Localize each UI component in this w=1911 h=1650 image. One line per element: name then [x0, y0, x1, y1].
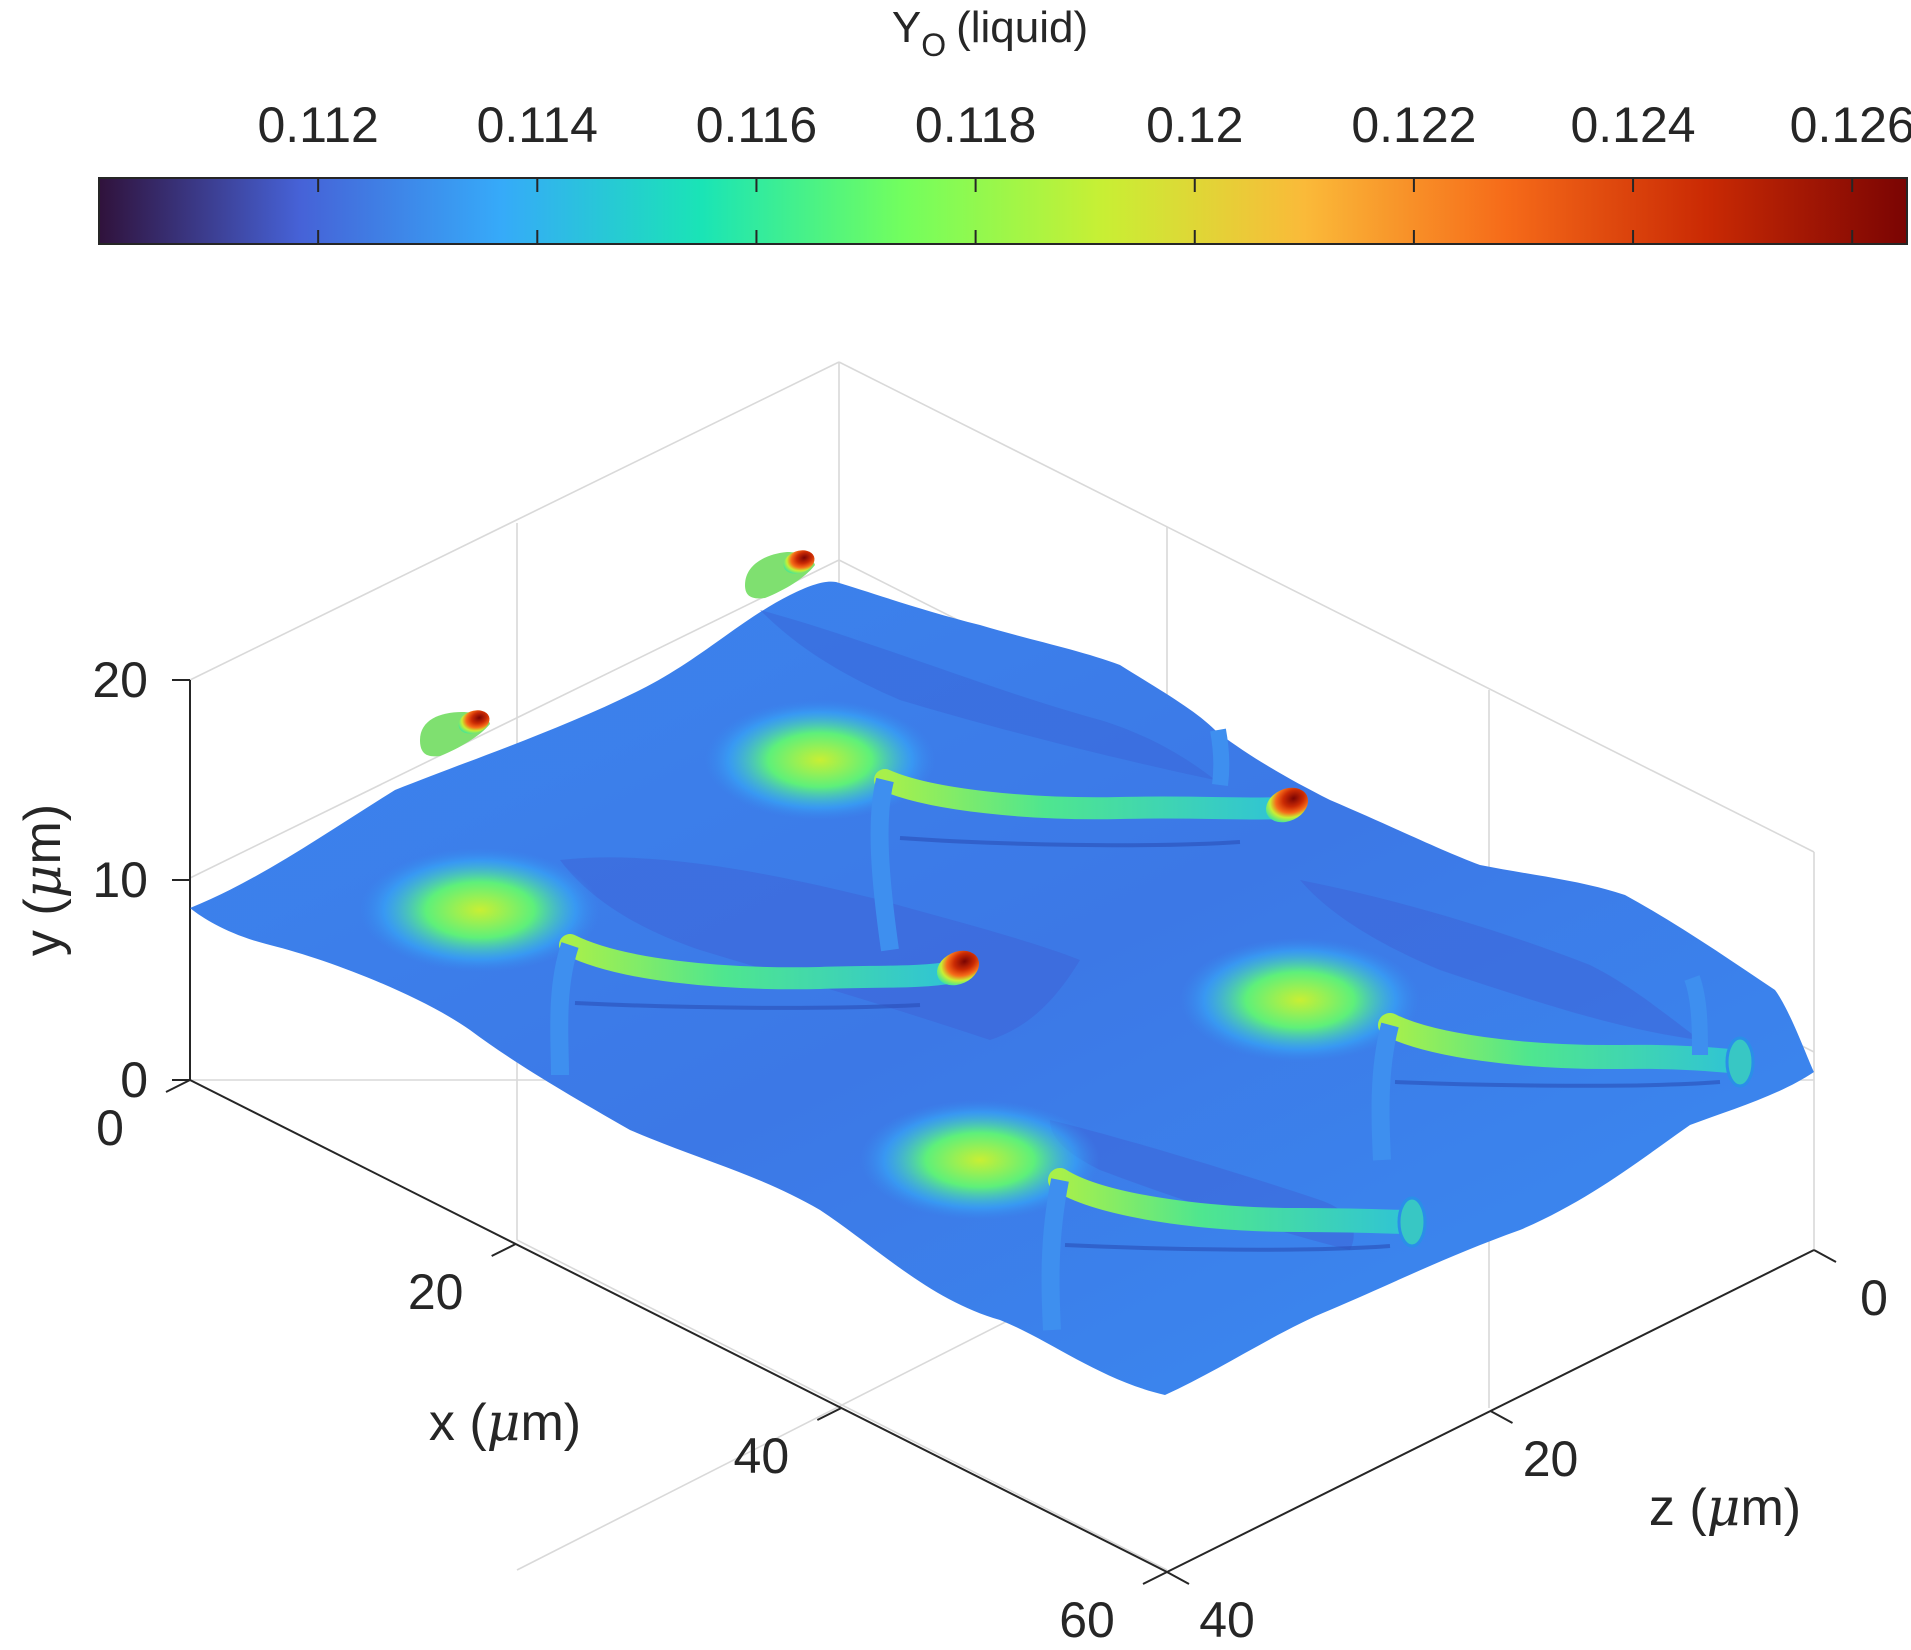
y-axis-tick-label: 20	[92, 652, 148, 708]
x-axis-tick	[491, 1243, 517, 1257]
surface-dark-band-1	[760, 610, 1215, 780]
colorbar-tick-label: 0.12	[1146, 97, 1243, 153]
x-axis-tick-label: 0	[96, 1100, 124, 1156]
y-axis-tick-label: 0	[120, 1052, 148, 1108]
colorbar-title-sub: O	[921, 27, 946, 63]
colorbar-tick-label: 0.118	[915, 97, 1036, 153]
ridge-1	[870, 769, 1309, 952]
colorbar-tick-label: 0.114	[477, 97, 598, 153]
x-axis-tick-label: 20	[408, 1264, 464, 1320]
surface-dark-band-2	[560, 857, 1080, 1040]
colorbar-tick-label: 0.126	[1790, 97, 1911, 153]
z-axis-tick	[1813, 1249, 1837, 1263]
colorbar-title: YO (liquid)	[892, 3, 1088, 63]
surface	[190, 550, 1814, 1395]
colorbar-gradient	[98, 177, 1908, 245]
x-axis-tick	[816, 1407, 842, 1421]
z-axis-tick	[1166, 1571, 1190, 1585]
z-axis-tick-label: 40	[1199, 1592, 1255, 1648]
x-axis-tick-label: 60	[1059, 1592, 1115, 1648]
x-axis-tick-label: 40	[734, 1428, 790, 1484]
glow-2	[360, 848, 600, 972]
axis-ticks: 0 10 20 0 20 40 60 0 20 40	[92, 652, 1888, 1648]
z-axis-tick	[1490, 1410, 1513, 1424]
x-axis-tick	[1142, 1571, 1168, 1585]
ridge-3	[1371, 975, 1755, 1161]
z-axis-tick-label: 0	[1860, 1270, 1888, 1326]
y-axis-tick-label: 10	[92, 852, 148, 908]
colorbar-tick-label: 0.116	[696, 97, 817, 153]
colorbar-title-rest: (liquid)	[956, 3, 1088, 52]
colorbar-tick-label: 0.124	[1570, 97, 1695, 153]
colorbar-ticks: 0.112 0.114 0.116 0.118 0.12 0.122 0.124 0.126	[257, 97, 1911, 244]
glow-4	[860, 1100, 1100, 1220]
colorbar: YO (liquid) 0.112 0.114 0.116 0.118 0.12 0.122…	[98, 3, 1911, 245]
colorbar-tick-label: 0.122	[1351, 97, 1476, 153]
colorbar-tick-label: 0.112	[257, 97, 378, 153]
z-axis-tick-label: 20	[1523, 1431, 1579, 1487]
colorbar-title-main: Y	[892, 3, 921, 52]
x-axis-line	[189, 1079, 1168, 1573]
y-axis-label: y (μm)	[13, 804, 73, 956]
droplet-1	[420, 710, 490, 757]
ridge-4	[1041, 728, 1427, 1331]
droplet-2	[745, 550, 815, 599]
x-axis-label: x (μm)	[429, 1393, 581, 1453]
x-axis-tick	[165, 1079, 191, 1093]
ridge-2	[550, 934, 980, 1076]
glow-3	[1180, 938, 1420, 1062]
surface-dark-band-3	[1300, 880, 1700, 1040]
glow-1	[705, 700, 935, 820]
z-axis-label: z (μm)	[1649, 1478, 1801, 1538]
surface-sheet	[190, 581, 1814, 1395]
